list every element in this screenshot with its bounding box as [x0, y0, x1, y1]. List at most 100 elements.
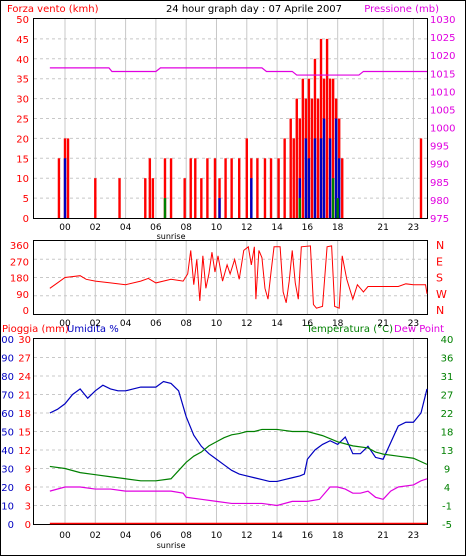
hour-label: 00 [59, 531, 71, 541]
humidity-tick-label: 18 [18, 409, 31, 420]
rain-axis-title: Pioggia (mm) [2, 324, 69, 335]
hour-label: 12 [241, 531, 252, 541]
wind-bar [298, 198, 302, 218]
humidity-line [49, 380, 428, 483]
pressure-tick-label: 1030 [430, 15, 455, 26]
pressure-tick-label: 1000 [430, 124, 455, 135]
pressure-tick-label: 1005 [430, 105, 455, 116]
wind-tick-label: 40 [16, 55, 29, 66]
hour-label: 06 [150, 319, 162, 329]
wind-bar [245, 138, 248, 218]
direction-tick-label: 90 [16, 290, 29, 301]
hour-label: 04 [120, 223, 132, 233]
axis-labels: 0510152025303540455097598098599099510001… [0, 15, 455, 531]
hour-label: 02 [90, 531, 101, 541]
temperature-tick-label: 13 [441, 446, 454, 457]
rain-tick-label: 10 [1, 502, 14, 513]
rain-tick-label: 60 [1, 409, 14, 420]
wind-bar [148, 158, 152, 218]
temperature-tick-label: 9 [444, 465, 450, 476]
pressure-tick-label: 990 [430, 160, 449, 171]
rain-tick-label: 50 [1, 428, 14, 439]
wind-bar [292, 138, 295, 218]
hour-label: 14 [271, 531, 283, 541]
wind-tick-label: 15 [16, 154, 29, 165]
temperature-tick-label: 40 [441, 335, 454, 346]
direction-tick-label: 270 [10, 257, 29, 268]
wind-bar [250, 178, 253, 218]
header-right-label: Pressione (mb) [364, 4, 439, 15]
humidity-tick-label: 24 [18, 372, 31, 383]
rain-tick-label: 100 [0, 335, 14, 346]
temperature-tick-label: 18 [441, 428, 454, 439]
wind-bar [230, 158, 233, 218]
wind-bar [322, 118, 326, 218]
wind-bar [331, 178, 335, 218]
humidity-tick-label: 12 [18, 446, 31, 457]
rain-tick-label: 90 [1, 354, 14, 365]
hour-label: 12 [241, 319, 252, 329]
wind-bar [183, 178, 186, 218]
header-title: 24 hour graph day : 07 Aprile 2007 [166, 4, 342, 15]
pressure-tick-label: 1010 [430, 87, 455, 98]
humidity-tick-label: 30 [18, 335, 31, 346]
hour-label: 23 [408, 531, 419, 541]
wind-bar [334, 118, 338, 218]
compass-label: N [436, 239, 444, 252]
dew-point-axis-title: Dew Point [394, 324, 444, 335]
header-left-label: Forza vento (kmh) [7, 4, 99, 15]
hour-label: 00 [59, 223, 71, 233]
temperature-tick-label: -5 [442, 520, 452, 531]
wind-bar [238, 158, 241, 218]
pressure-line [49, 67, 427, 76]
rain-tick-label: 0 [8, 520, 14, 531]
hour-label: 21 [377, 223, 388, 233]
rain-tick-label: 70 [1, 391, 14, 402]
rain-tick-label: 20 [1, 483, 14, 494]
wind-bar [269, 158, 273, 218]
hour-label: 23 [408, 223, 419, 233]
wind-bar [298, 118, 302, 218]
wind-direction-line [49, 245, 428, 309]
hour-label: 18 [332, 531, 344, 541]
hour-label: 08 [180, 319, 192, 329]
wind-bar [66, 138, 70, 218]
pressure-tick-label: 980 [430, 196, 449, 207]
wind-bar [256, 158, 259, 218]
temperature-tick-label: 22 [441, 409, 454, 420]
temperature-tick-label: 27 [441, 391, 454, 402]
wind-bar [319, 138, 323, 218]
wind-tick-label: 30 [16, 95, 29, 106]
humidity-tick-label: 9 [25, 465, 31, 476]
humidity-tick-label: 0 [25, 520, 31, 531]
grid-wind [34, 19, 427, 218]
hour-label: 21 [377, 531, 388, 541]
hour-label: 02 [90, 319, 101, 329]
direction-tick-label: 360 [10, 241, 29, 252]
humidity-tick-label: 21 [18, 391, 31, 402]
wind-bar [336, 198, 339, 218]
pressure-tick-label: 975 [430, 214, 449, 225]
hour-label: 18 [332, 319, 344, 329]
humidity-axis-title: Umidita % [67, 324, 119, 335]
wind-bar [313, 138, 317, 218]
wind-bar [289, 118, 292, 218]
wind-bar [144, 178, 147, 218]
wind-bar [301, 78, 305, 218]
wind-tick-label: 25 [16, 115, 29, 126]
hour-label: 04 [120, 319, 132, 329]
hour-label: 10 [211, 223, 223, 233]
hour-label: 08 [180, 223, 192, 233]
humidity-tick-label: 3 [25, 502, 31, 513]
wind-bar [118, 178, 121, 218]
hour-label: 16 [302, 223, 314, 233]
wind-tick-label: 45 [16, 35, 29, 46]
wind-bar [163, 198, 167, 218]
hour-label: 21 [377, 319, 388, 329]
wind-bar [277, 158, 280, 218]
wind-bar [194, 158, 197, 218]
pressure-tick-label: 1020 [430, 51, 455, 62]
dew-point-line [49, 478, 428, 507]
hour-label: 23 [408, 319, 419, 329]
